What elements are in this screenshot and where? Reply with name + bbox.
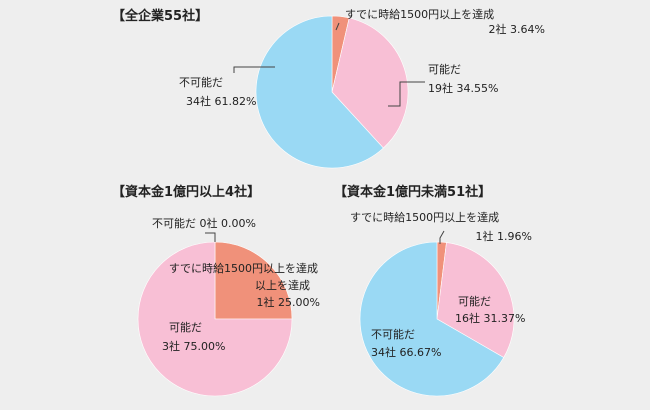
chart-title: 【全企業55社】 bbox=[112, 8, 208, 24]
pie-slice bbox=[359, 241, 505, 397]
chart-title: 【資本金1億円未満51社】 bbox=[334, 184, 491, 200]
slice-label: 19社 34.55% bbox=[428, 81, 498, 95]
slice-label: 不可能だ bbox=[179, 75, 223, 89]
slice-label: 可能だ bbox=[428, 62, 461, 76]
slice-label: 可能だ bbox=[458, 294, 491, 308]
leader-line bbox=[205, 232, 216, 242]
slice-label: 3社 75.00% bbox=[162, 339, 225, 353]
leader-line bbox=[388, 81, 425, 107]
slice-label: すでに時給1500円以上を達成 bbox=[169, 261, 318, 275]
slice-label: 可能だ bbox=[169, 320, 202, 334]
slice-label: 34社 61.82% bbox=[186, 94, 256, 108]
slice-label: すでに時給1500円以上を達成 bbox=[350, 210, 499, 224]
slice-label: 以上を達成 bbox=[255, 279, 310, 292]
leader-line bbox=[335, 22, 340, 31]
leader-line bbox=[439, 230, 445, 244]
pie-slice bbox=[331, 17, 409, 149]
pie-slice bbox=[255, 15, 384, 169]
pie-slice bbox=[436, 242, 515, 358]
leader-line bbox=[233, 66, 275, 73]
slice-label: 1社 1.96% bbox=[476, 229, 532, 243]
pie-slice bbox=[214, 241, 293, 320]
slice-label: 不可能だ bbox=[371, 327, 415, 341]
slice-label: 16社 31.37% bbox=[455, 311, 525, 325]
chart-title: 【資本金1億円以上4社】 bbox=[112, 184, 260, 200]
pie-slice bbox=[137, 241, 293, 397]
slice-label: 1社 25.00% bbox=[257, 295, 320, 309]
slice-label: すでに時給1500円以上を達成 bbox=[345, 7, 494, 21]
slice-label: 34社 66.67% bbox=[371, 345, 441, 359]
pie-chart-3: 【資本金1億円未満51社】すでに時給1500円以上を達成 1社 1.96% 可能だ 1… bbox=[334, 184, 532, 397]
slice-label: 2社 3.64% bbox=[489, 22, 545, 36]
slice-label: 不可能だ 0社 0.00% bbox=[152, 216, 256, 230]
